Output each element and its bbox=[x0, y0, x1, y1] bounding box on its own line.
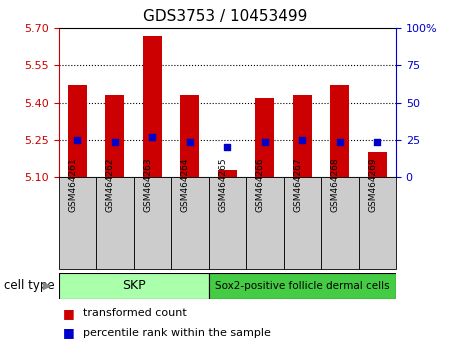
Bar bbox=[293, 95, 311, 177]
Bar bbox=[321, 177, 359, 269]
Text: SKP: SKP bbox=[122, 279, 145, 292]
Bar bbox=[218, 170, 237, 177]
Point bbox=[261, 139, 268, 145]
Text: ■: ■ bbox=[63, 326, 75, 339]
Point bbox=[111, 139, 118, 145]
Text: Sox2-positive follicle dermal cells: Sox2-positive follicle dermal cells bbox=[215, 281, 390, 291]
Text: GSM464266: GSM464266 bbox=[256, 157, 265, 212]
Point bbox=[74, 137, 81, 143]
Text: ▶: ▶ bbox=[43, 281, 51, 291]
Bar bbox=[171, 177, 208, 269]
Text: GSM464267: GSM464267 bbox=[293, 157, 302, 212]
Text: GDS3753 / 10453499: GDS3753 / 10453499 bbox=[143, 9, 307, 24]
Point bbox=[299, 137, 306, 143]
Text: GSM464264: GSM464264 bbox=[181, 157, 190, 212]
Point bbox=[186, 139, 194, 145]
Bar bbox=[68, 85, 86, 177]
Bar bbox=[208, 273, 396, 299]
Bar bbox=[105, 95, 124, 177]
Bar bbox=[58, 273, 208, 299]
Bar bbox=[284, 177, 321, 269]
Text: GSM464261: GSM464261 bbox=[68, 157, 77, 212]
Point bbox=[148, 135, 156, 140]
Point bbox=[224, 144, 231, 150]
Bar bbox=[330, 85, 349, 177]
Bar bbox=[180, 95, 199, 177]
Text: transformed count: transformed count bbox=[83, 308, 187, 318]
Point bbox=[374, 139, 381, 145]
Bar bbox=[143, 36, 162, 177]
Text: GSM464269: GSM464269 bbox=[368, 157, 377, 212]
Text: GSM464268: GSM464268 bbox=[331, 157, 340, 212]
Point bbox=[336, 139, 343, 145]
Bar bbox=[58, 177, 96, 269]
Bar bbox=[359, 177, 396, 269]
Bar bbox=[208, 177, 246, 269]
Bar bbox=[96, 177, 134, 269]
Bar bbox=[256, 98, 274, 177]
Text: percentile rank within the sample: percentile rank within the sample bbox=[83, 328, 271, 338]
Bar bbox=[368, 152, 387, 177]
Text: GSM464265: GSM464265 bbox=[218, 157, 227, 212]
Text: GSM464262: GSM464262 bbox=[106, 157, 115, 212]
Bar bbox=[246, 177, 284, 269]
Text: ■: ■ bbox=[63, 307, 75, 320]
Bar bbox=[134, 177, 171, 269]
Text: cell type: cell type bbox=[4, 279, 55, 292]
Text: GSM464263: GSM464263 bbox=[143, 157, 152, 212]
